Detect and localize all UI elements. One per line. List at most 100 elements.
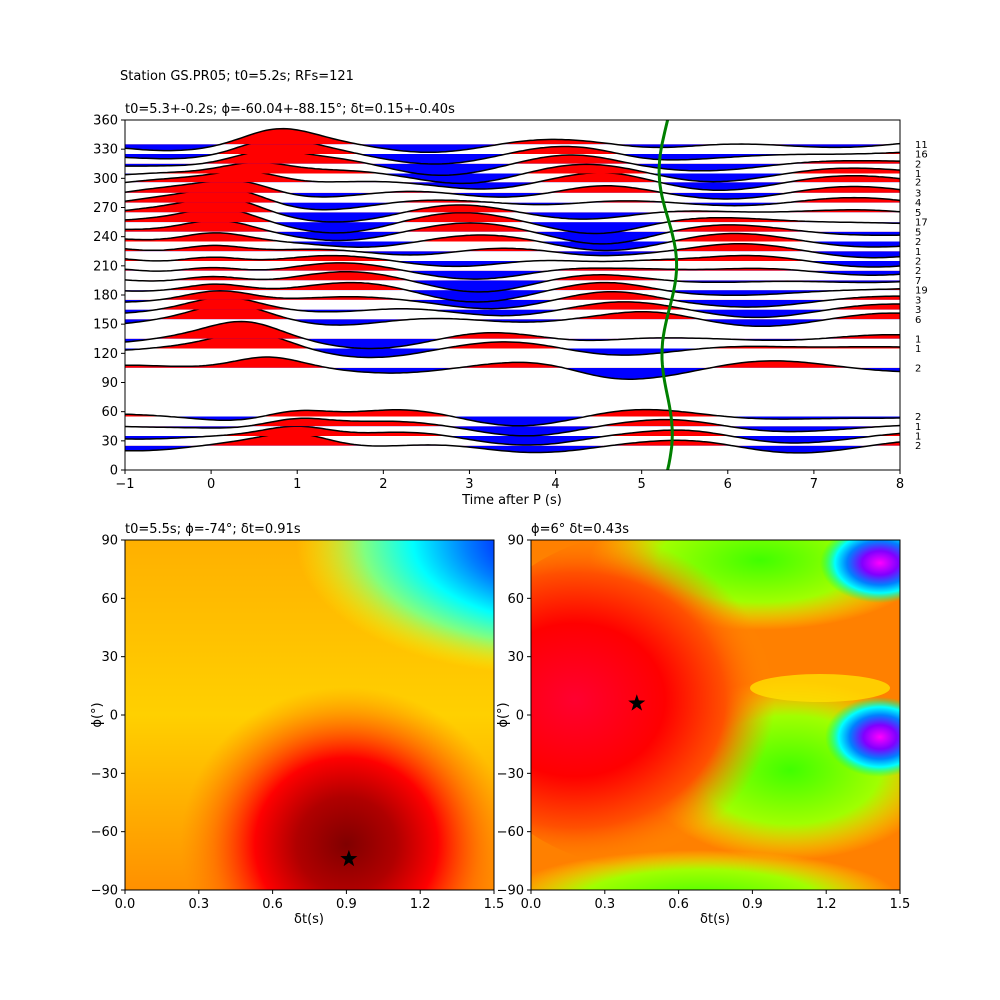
rf-ytick-label: 180 xyxy=(93,289,118,304)
cross-corr-xtick-label: 0.0 xyxy=(521,897,542,912)
rf-trace-positive-fill xyxy=(125,321,900,339)
energy-map-ytick-label: 60 xyxy=(101,592,118,607)
rf-ytick-label: 0 xyxy=(110,464,118,479)
rf-trace-negative-fill xyxy=(125,338,900,349)
energy-map-xtick-label: 0.6 xyxy=(262,897,283,912)
cross-corr-ytick-label: −60 xyxy=(497,825,524,840)
rf-xtick-label: 0 xyxy=(207,477,215,492)
rf-trace-line xyxy=(125,425,900,446)
rf-ytick-label: 150 xyxy=(93,318,118,333)
energy-map-xtick-label: 0.9 xyxy=(336,897,357,912)
rf-trace-negative-fill xyxy=(272,231,900,244)
rf-trace-count: 1 xyxy=(915,334,921,345)
rf-trace-positive-fill xyxy=(125,138,900,154)
rf-trace-negative-fill xyxy=(125,280,900,292)
rf-trace-negative-fill xyxy=(125,144,893,153)
rf-ytick-label: 90 xyxy=(101,376,118,391)
rf-trace-negative-fill xyxy=(125,241,900,251)
rf-trace-negative-fill xyxy=(125,445,871,453)
rf-t0-curve xyxy=(657,120,679,470)
rf-xtick-label: 6 xyxy=(724,477,732,492)
rf-trace-line xyxy=(125,408,900,427)
energy-map-best-star-marker xyxy=(340,849,358,867)
rf-trace-count: 2 xyxy=(915,159,921,170)
rf-trace-count: 2 xyxy=(915,266,921,277)
rf-trace-count: 2 xyxy=(915,257,921,268)
cross-corr-xtick-label: 0.6 xyxy=(668,897,689,912)
cross-corr-xtick-label: 0.9 xyxy=(742,897,763,912)
cross-corr-ytick-label: −90 xyxy=(497,884,524,899)
cross-corr-title: ϕ=6° δt=0.43s xyxy=(531,522,629,537)
rf-trace-count: 2 xyxy=(915,441,921,452)
rf-trace-positive-fill xyxy=(125,180,900,193)
rf-trace-count: 2 xyxy=(915,412,921,423)
rf-trace-negative-fill xyxy=(125,426,900,436)
cross-corr-xtick-label: 0.3 xyxy=(594,897,615,912)
rf-trace-count: 1 xyxy=(915,422,921,433)
rf-trace-positive-fill xyxy=(125,188,900,203)
energy-map-ylabel: ϕ(°) xyxy=(90,702,105,727)
rf-trace-positive-fill xyxy=(127,171,900,183)
rf-trace-positive-fill xyxy=(125,297,900,310)
rf-trace-count: 1 xyxy=(915,344,921,355)
rf-trace-count: 17 xyxy=(915,218,928,229)
rf-trace-positive-fill xyxy=(125,243,900,252)
rf-xtick-label: −1 xyxy=(115,477,134,492)
rf-trace-line xyxy=(125,290,900,310)
rf-xtick-label: 4 xyxy=(551,477,559,492)
energy-map-ytick-label: −60 xyxy=(91,825,118,840)
energy-map-xtick-label: 1.2 xyxy=(410,897,431,912)
rf-trace-count: 1 xyxy=(915,247,921,258)
rf-trace-line xyxy=(125,179,900,200)
rf-ytick-label: 300 xyxy=(93,172,118,187)
rf-trace-count: 3 xyxy=(915,188,921,199)
rf-trace-negative-fill xyxy=(125,290,851,302)
energy-map-surface xyxy=(125,540,494,890)
energy-map-ytick-label: 0 xyxy=(110,709,118,724)
rf-trace-count: 11 xyxy=(915,140,928,151)
rf-trace-negative-fill xyxy=(125,212,900,222)
rf-trace-negative-fill xyxy=(125,319,900,327)
rf-trace-count: 19 xyxy=(915,286,928,297)
energy-map-xtick-label: 1.5 xyxy=(484,897,505,912)
rf-trace-negative-fill xyxy=(125,154,900,164)
energy-map-title: t0=5.5s; ϕ=-74°; δt=0.91s xyxy=(125,522,301,537)
rf-trace-negative-fill xyxy=(125,416,900,426)
rf-ytick-label: 30 xyxy=(101,434,118,449)
rf-ytick-label: 270 xyxy=(93,201,118,216)
rf-xtick-label: 3 xyxy=(465,477,473,492)
rf-trace-negative-fill xyxy=(272,222,900,234)
rf-ytick-label: 120 xyxy=(93,347,118,362)
rf-trace-count: 3 xyxy=(915,295,921,306)
rf-trace-line xyxy=(125,356,900,380)
rf-trace-count: 1 xyxy=(915,169,921,180)
rf-trace-positive-fill xyxy=(125,162,900,174)
rf-trace-positive-fill xyxy=(157,290,900,300)
rf-trace-line xyxy=(125,296,900,319)
rf-trace-line xyxy=(125,254,900,268)
cross-corr-ytick-label: 30 xyxy=(507,650,524,665)
rf-trace-positive-fill xyxy=(125,357,854,368)
rf-trace-line xyxy=(125,242,900,259)
rf-xtick-label: 1 xyxy=(293,477,301,492)
rf-traces xyxy=(125,120,900,470)
cross-corr-ytick-label: 0 xyxy=(516,709,524,724)
rf-trace-count: 5 xyxy=(915,227,921,238)
rf-trace-line xyxy=(125,219,900,245)
rf-trace-count: 7 xyxy=(915,276,921,287)
energy-map-xtick-label: 0.0 xyxy=(115,897,136,912)
rf-axes: −1 0 1 2 3 4 5 6 7 803060901201501802102402703003… xyxy=(93,114,904,493)
cross-corr-ytick-label: −30 xyxy=(497,767,524,782)
cross-corr-xtick-label: 1.5 xyxy=(890,897,911,912)
rf-trace-line xyxy=(125,417,900,437)
rf-panel: t0=5.3+-0.2s; ϕ=-60.04+-88.15°; δt=0.15+… xyxy=(93,102,904,508)
rf-trace-positive-fill xyxy=(125,282,900,291)
rf-trace-positive-fill xyxy=(220,128,900,145)
rf-trace-count: 2 xyxy=(915,237,921,248)
energy-map-ytick-label: 30 xyxy=(101,650,118,665)
cross-corr-xlabel: δt(s) xyxy=(700,912,730,927)
rf-trace-negative-fill xyxy=(125,299,900,309)
cross-corr-best-star-marker xyxy=(628,694,646,711)
rf-trace-negative-fill xyxy=(144,270,900,280)
